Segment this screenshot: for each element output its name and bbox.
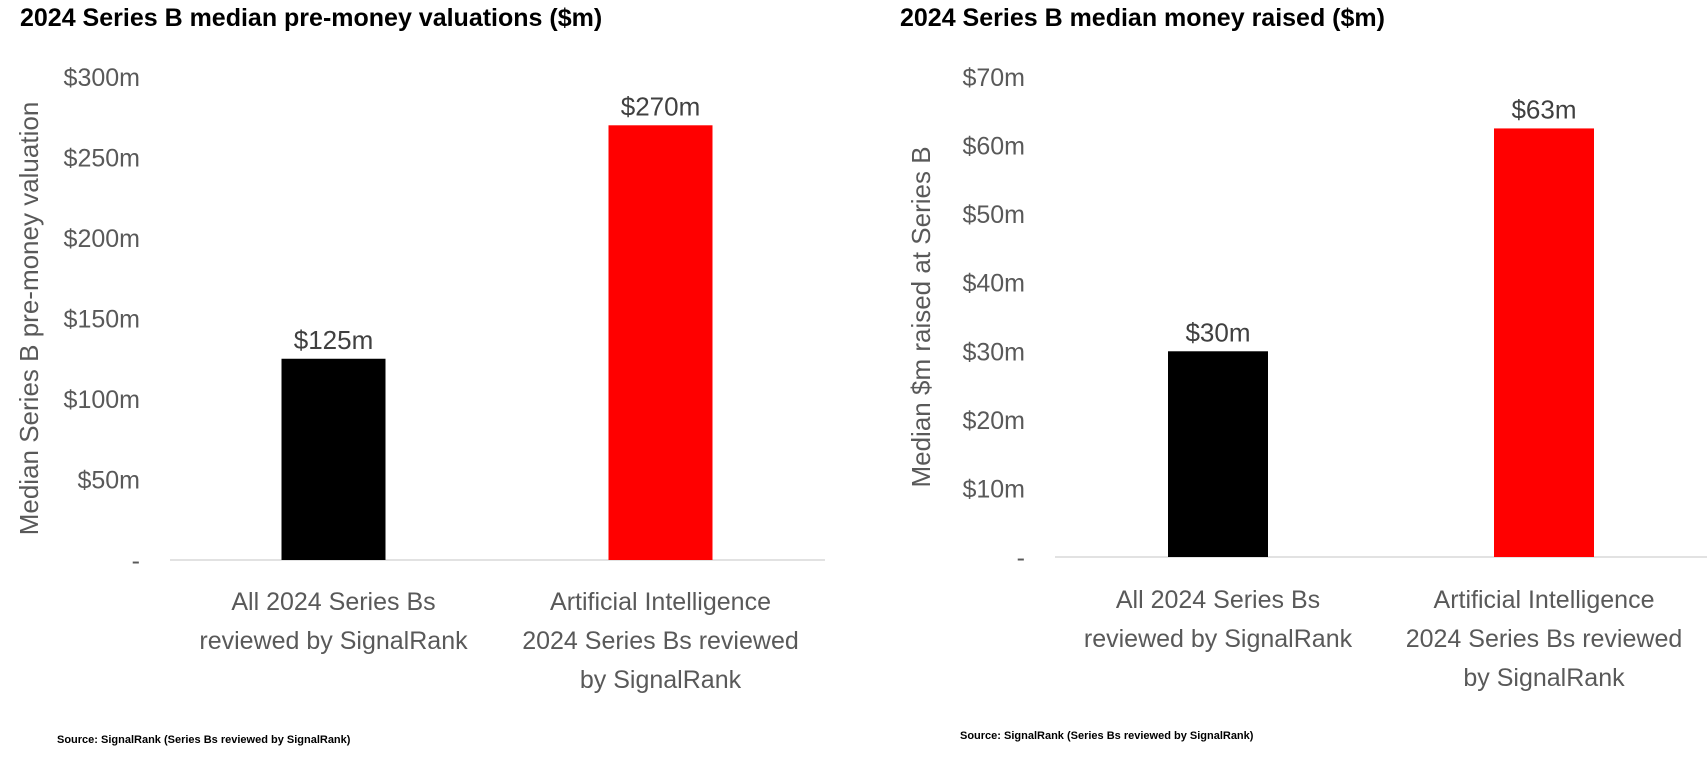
chart-title: 2024 Series B median pre-money valuation… xyxy=(20,4,603,32)
y-tick-label: $300m xyxy=(64,64,140,92)
money-raised-chart: 2024 Series B median money raised ($m) M… xyxy=(880,0,1707,758)
bar xyxy=(1168,351,1268,557)
data-label: $63m xyxy=(1511,94,1576,124)
x-tick-label: All 2024 Series Bs xyxy=(231,588,435,616)
y-tick-label: $250m xyxy=(64,145,140,173)
y-tick-label: $150m xyxy=(64,306,140,334)
bar xyxy=(1494,128,1594,557)
x-tick-label: All 2024 Series Bs xyxy=(1116,586,1320,614)
bar xyxy=(608,125,713,561)
money-raised-chart-plot: Median $m raised at Series B - $10m $20m $30… xyxy=(906,64,1707,692)
x-tick-label: Artificial Intelligence xyxy=(550,588,771,616)
source-note: Source: SignalRank (Series Bs reviewed b… xyxy=(960,730,1254,742)
valuation-chart-plot: Median Series B pre-money valuation - $50m… xyxy=(14,64,825,694)
y-tick-label: $50m xyxy=(962,201,1025,229)
x-tick-label: 2024 Series Bs reviewed xyxy=(522,627,799,655)
x-tick-label: reviewed by SignalRank xyxy=(199,627,468,655)
x-tick-label: reviewed by SignalRank xyxy=(1084,625,1353,653)
y-tick-label: $30m xyxy=(962,338,1025,366)
y-tick-label: $70m xyxy=(962,64,1025,92)
bar xyxy=(281,358,386,560)
y-tick-label: $100m xyxy=(64,386,140,414)
x-tick-label: by SignalRank xyxy=(1463,664,1625,692)
y-tick-label: $10m xyxy=(962,475,1025,503)
data-label: $125m xyxy=(294,325,374,355)
y-tick-label: $20m xyxy=(962,407,1025,435)
data-label: $270m xyxy=(621,91,701,121)
y-axis-title: Median Series B pre-money valuation xyxy=(14,102,44,536)
x-tick-label: Artificial Intelligence xyxy=(1434,586,1655,614)
data-label: $30m xyxy=(1185,317,1250,347)
y-tick-label: - xyxy=(132,547,140,575)
x-tick-label: by SignalRank xyxy=(580,666,742,694)
y-tick-label: $60m xyxy=(962,133,1025,161)
valuation-chart: 2024 Series B median pre-money valuation… xyxy=(0,0,850,758)
y-tick-label: $200m xyxy=(64,225,140,253)
y-tick-label: $50m xyxy=(77,467,140,495)
y-axis-title: Median $m raised at Series B xyxy=(906,146,936,487)
y-tick-label: $40m xyxy=(962,270,1025,298)
y-tick-label: - xyxy=(1017,544,1025,572)
chart-title: 2024 Series B median money raised ($m) xyxy=(900,4,1385,32)
x-tick-label: 2024 Series Bs reviewed xyxy=(1406,625,1683,653)
source-note: Source: SignalRank (Series Bs reviewed b… xyxy=(57,734,351,746)
